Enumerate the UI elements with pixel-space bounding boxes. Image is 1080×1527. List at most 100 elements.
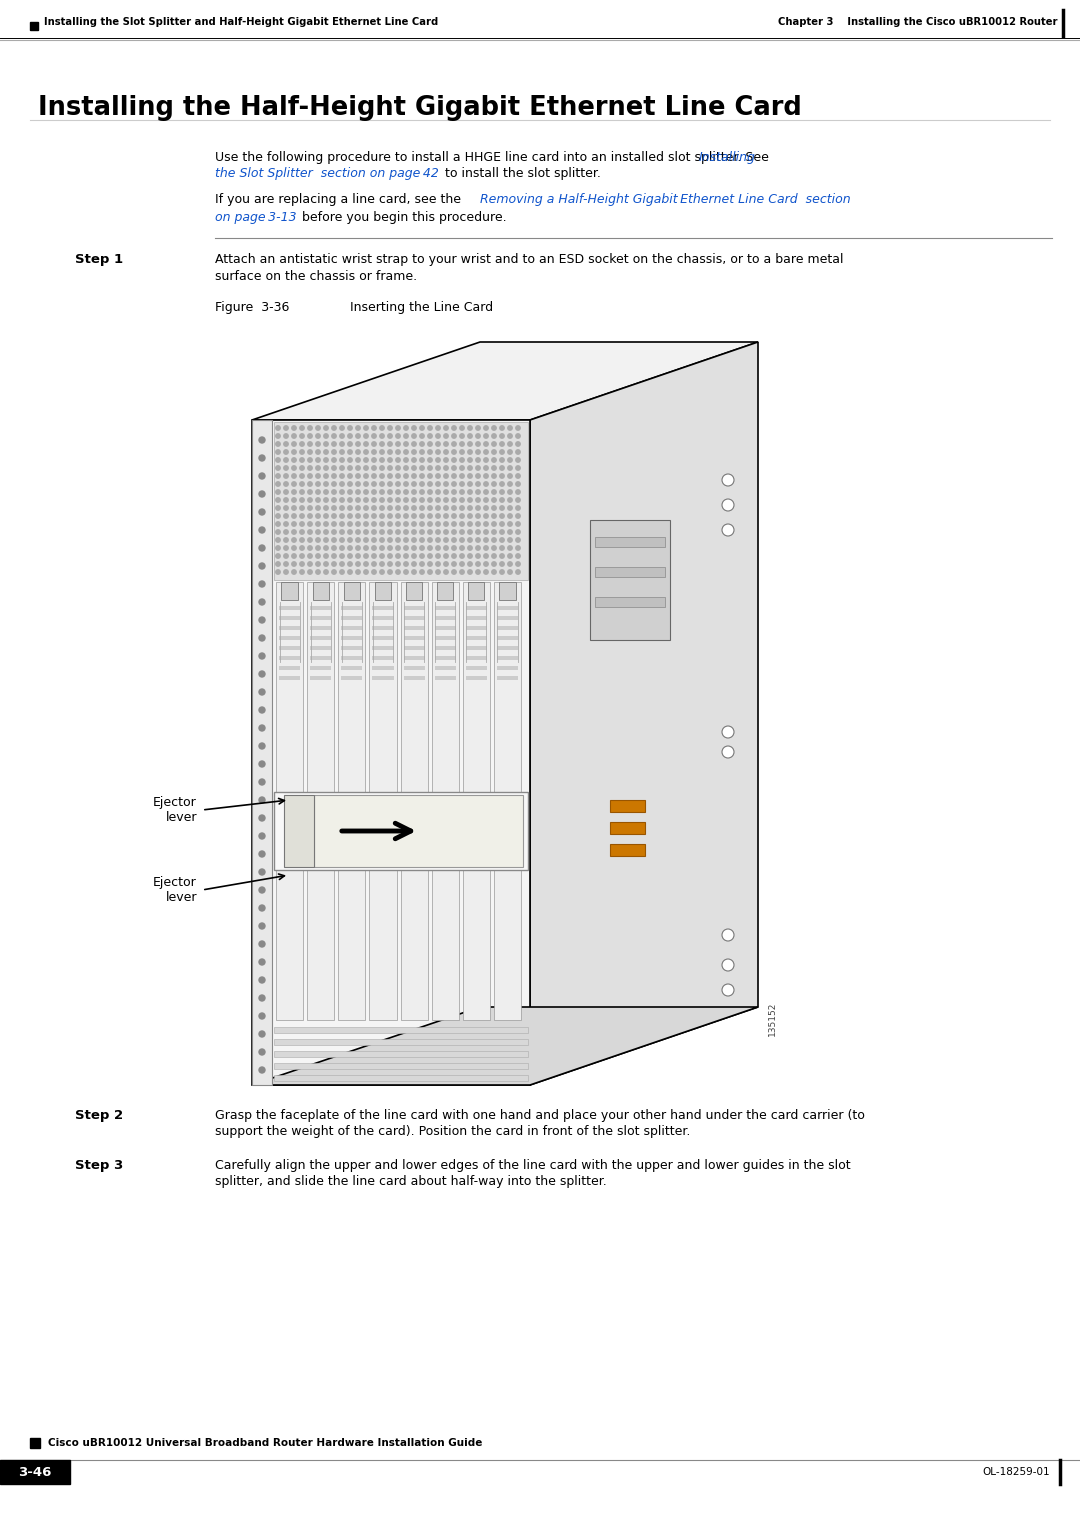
- Circle shape: [259, 779, 265, 785]
- Circle shape: [355, 458, 361, 463]
- Bar: [373, 626, 393, 631]
- Circle shape: [259, 869, 265, 875]
- Circle shape: [292, 450, 296, 454]
- Circle shape: [516, 483, 521, 486]
- Bar: [404, 676, 424, 680]
- Circle shape: [259, 834, 265, 838]
- Circle shape: [395, 498, 401, 502]
- Circle shape: [451, 483, 456, 486]
- Circle shape: [275, 426, 280, 431]
- Circle shape: [340, 458, 345, 463]
- Bar: [595, 567, 665, 577]
- Circle shape: [315, 545, 320, 550]
- Circle shape: [324, 490, 328, 495]
- Circle shape: [508, 490, 512, 495]
- Circle shape: [436, 545, 441, 550]
- Circle shape: [315, 490, 320, 495]
- Circle shape: [436, 434, 441, 438]
- Circle shape: [308, 522, 312, 527]
- Bar: [590, 521, 670, 640]
- Circle shape: [380, 513, 384, 518]
- Circle shape: [491, 538, 496, 542]
- Circle shape: [259, 1049, 265, 1055]
- Circle shape: [388, 505, 392, 510]
- Circle shape: [491, 434, 496, 438]
- Circle shape: [315, 562, 320, 567]
- Bar: [341, 676, 363, 680]
- Circle shape: [460, 505, 464, 510]
- Bar: [274, 1063, 528, 1069]
- Circle shape: [275, 450, 280, 454]
- Circle shape: [308, 466, 312, 470]
- Circle shape: [460, 441, 464, 446]
- Circle shape: [259, 887, 265, 893]
- Bar: [595, 597, 665, 608]
- Circle shape: [484, 490, 488, 495]
- Bar: [310, 657, 332, 660]
- Circle shape: [324, 513, 328, 518]
- Circle shape: [340, 450, 345, 454]
- Bar: [497, 676, 518, 680]
- Circle shape: [460, 466, 464, 470]
- Bar: [252, 420, 272, 1086]
- Circle shape: [500, 490, 504, 495]
- Circle shape: [259, 437, 265, 443]
- Circle shape: [508, 434, 512, 438]
- Circle shape: [411, 498, 416, 502]
- Circle shape: [300, 466, 305, 470]
- Circle shape: [308, 538, 312, 542]
- Circle shape: [364, 498, 368, 502]
- Circle shape: [372, 530, 376, 534]
- Circle shape: [284, 570, 288, 574]
- Bar: [312, 582, 328, 600]
- Circle shape: [420, 441, 424, 446]
- Circle shape: [340, 522, 345, 527]
- Circle shape: [332, 458, 336, 463]
- Circle shape: [372, 570, 376, 574]
- Text: Installing the Half-Height Gigabit Ethernet Line Card: Installing the Half-Height Gigabit Ether…: [38, 95, 801, 121]
- Circle shape: [508, 513, 512, 518]
- Circle shape: [404, 530, 408, 534]
- Bar: [465, 657, 487, 660]
- Circle shape: [292, 458, 296, 463]
- Bar: [465, 666, 487, 670]
- Circle shape: [259, 815, 265, 822]
- Circle shape: [355, 522, 361, 527]
- Circle shape: [411, 458, 416, 463]
- Circle shape: [275, 530, 280, 534]
- Circle shape: [364, 513, 368, 518]
- Circle shape: [411, 426, 416, 431]
- Circle shape: [300, 498, 305, 502]
- Circle shape: [308, 426, 312, 431]
- Circle shape: [420, 505, 424, 510]
- Circle shape: [484, 530, 488, 534]
- Circle shape: [275, 434, 280, 438]
- Circle shape: [292, 473, 296, 478]
- Circle shape: [411, 522, 416, 527]
- Circle shape: [315, 466, 320, 470]
- Circle shape: [491, 426, 496, 431]
- Circle shape: [476, 450, 481, 454]
- Circle shape: [484, 458, 488, 463]
- Circle shape: [324, 466, 328, 470]
- Bar: [373, 657, 393, 660]
- Bar: [404, 646, 424, 651]
- Circle shape: [340, 562, 345, 567]
- Circle shape: [476, 570, 481, 574]
- Circle shape: [355, 538, 361, 542]
- Circle shape: [372, 562, 376, 567]
- Text: Step 2: Step 2: [75, 1109, 123, 1121]
- Circle shape: [340, 513, 345, 518]
- Circle shape: [484, 473, 488, 478]
- Circle shape: [444, 554, 448, 559]
- Circle shape: [315, 434, 320, 438]
- Circle shape: [372, 545, 376, 550]
- Circle shape: [508, 545, 512, 550]
- Circle shape: [332, 441, 336, 446]
- Bar: [373, 666, 393, 670]
- Bar: [497, 615, 518, 620]
- Bar: [341, 615, 363, 620]
- Circle shape: [372, 522, 376, 527]
- Text: Step 3: Step 3: [75, 1159, 123, 1171]
- Circle shape: [364, 545, 368, 550]
